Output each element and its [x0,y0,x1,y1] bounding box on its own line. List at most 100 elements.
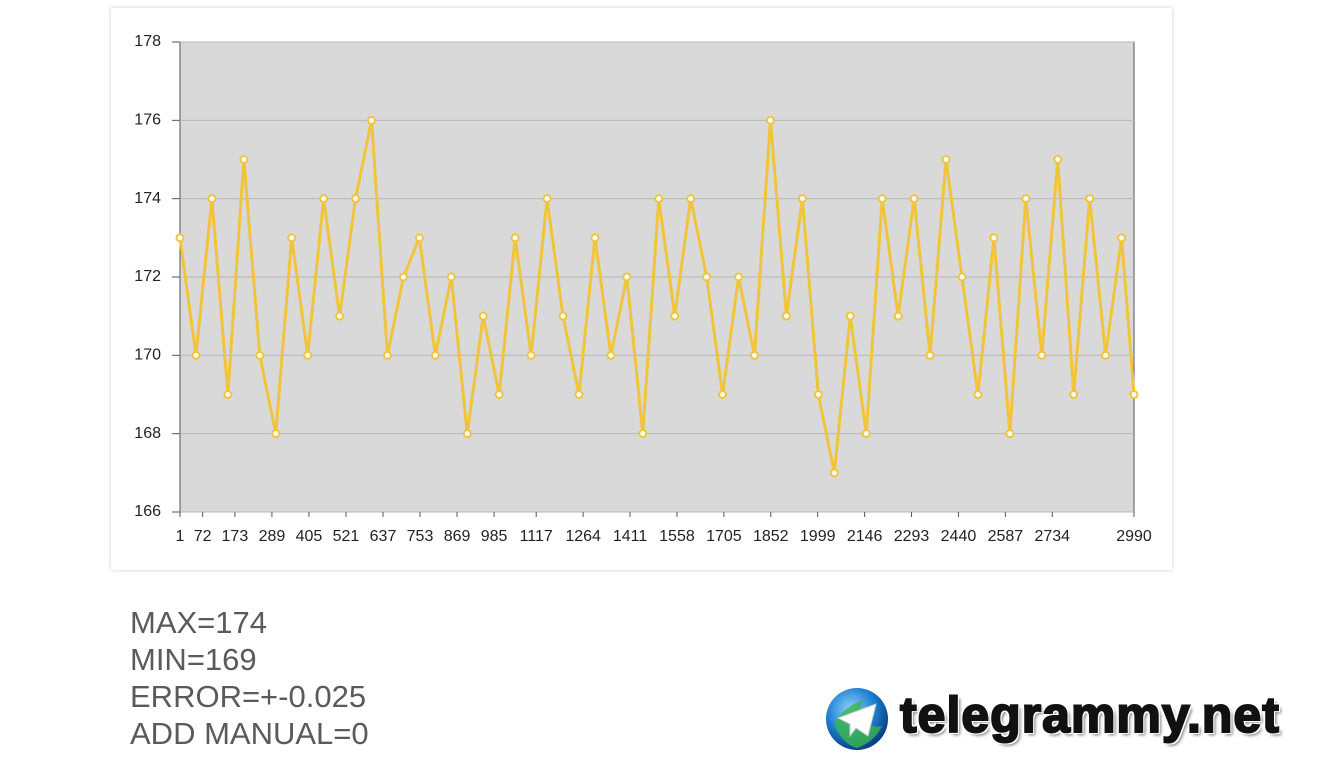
x-tick-label: 2440 [941,528,977,545]
data-point [367,115,377,125]
x-tick-label: 637 [370,528,397,545]
x-tick-label: 72 [194,528,212,545]
x-tick-label: 1117 [520,528,553,545]
y-tick-label: 170 [134,347,161,364]
data-point [574,390,584,399]
stat-line: ERROR=+-0.025 [130,679,367,714]
data-point [510,233,520,243]
data-point [175,233,185,243]
data-point [1085,194,1095,204]
data-point [734,272,744,282]
y-tick-label: 166 [134,503,161,520]
data-point [957,272,967,282]
x-tick-label: 1264 [565,528,601,545]
watermark: telegrammy.net [899,686,1280,744]
data-point [462,429,472,439]
data-point [558,311,568,321]
x-tick-label: 1411 [613,528,648,545]
x-tick-label: 2734 [1034,528,1070,545]
x-tick-label: 173 [222,528,249,545]
data-point [925,350,935,360]
data-point [1037,350,1047,360]
data-point [813,390,823,399]
data-point [382,350,392,360]
data-point [1117,233,1127,243]
x-tick-label: 753 [407,528,434,545]
x-tick-label: 1558 [659,528,695,545]
data-point [223,390,233,399]
stat-line: MAX=174 [130,605,268,640]
data-point [1053,155,1063,164]
x-tick-label: 1999 [800,528,836,545]
data-point [191,350,201,360]
data-point [207,194,217,204]
data-point [702,272,712,282]
data-point [654,194,664,204]
data-point [750,350,760,360]
stat-line: MIN=169 [130,642,257,677]
x-tick-label: 2146 [847,528,883,545]
data-point [622,272,632,282]
data-point [335,311,345,321]
data-point [319,194,329,204]
data-point [303,350,313,360]
data-point [351,194,361,204]
data-point [1101,350,1111,360]
y-tick-label: 176 [134,112,161,129]
data-point [590,233,600,243]
data-point [287,233,297,243]
x-tick-label: 1705 [706,528,742,545]
data-point [271,429,281,439]
stat-line: ADD MANUAL=0 [130,716,369,751]
x-tick-label: 2587 [988,528,1024,545]
data-point [765,115,775,125]
y-tick-label: 178 [134,33,161,50]
data-point [1069,390,1079,399]
x-tick-label: 405 [296,528,323,545]
data-point [398,272,408,282]
data-point [1129,390,1139,399]
data-point [893,311,903,321]
x-tick-label: 985 [481,528,508,545]
data-point [494,390,504,399]
data-point [670,311,680,321]
x-tick-label: 289 [259,528,286,545]
data-point [638,429,648,439]
data-point [941,155,951,164]
logo-icon [826,688,888,750]
data-point [1021,194,1031,204]
y-tick-label: 172 [134,268,161,285]
data-point [446,272,456,282]
x-tick-label: 521 [333,528,360,545]
data-point [430,350,440,360]
data-point [909,194,919,204]
stats: MAX=174 MIN=169 ERROR=+-0.025 ADD MANUAL… [130,604,369,752]
data-point [781,311,791,321]
data-point [239,155,249,164]
x-tick-label: 869 [444,528,471,545]
x-tick-label: 2293 [894,528,930,545]
x-tick-label: 2990 [1116,528,1152,545]
x-tick-label: 1 [176,528,185,545]
data-point [686,194,696,204]
data-point [542,194,552,204]
data-point [718,390,728,399]
y-tick-label: 168 [134,425,161,442]
x-tick-label: 1852 [753,528,789,545]
data-point [973,390,983,399]
data-point [526,350,536,360]
data-point [845,311,855,321]
data-point [797,194,807,204]
data-point [606,350,616,360]
data-point [877,194,887,204]
data-point [478,311,488,321]
data-point [255,350,265,360]
y-tick-label: 174 [134,190,161,207]
data-point [414,233,424,243]
data-point [989,233,999,243]
data-point [829,468,839,478]
data-point [861,429,871,439]
data-point [1005,429,1015,439]
